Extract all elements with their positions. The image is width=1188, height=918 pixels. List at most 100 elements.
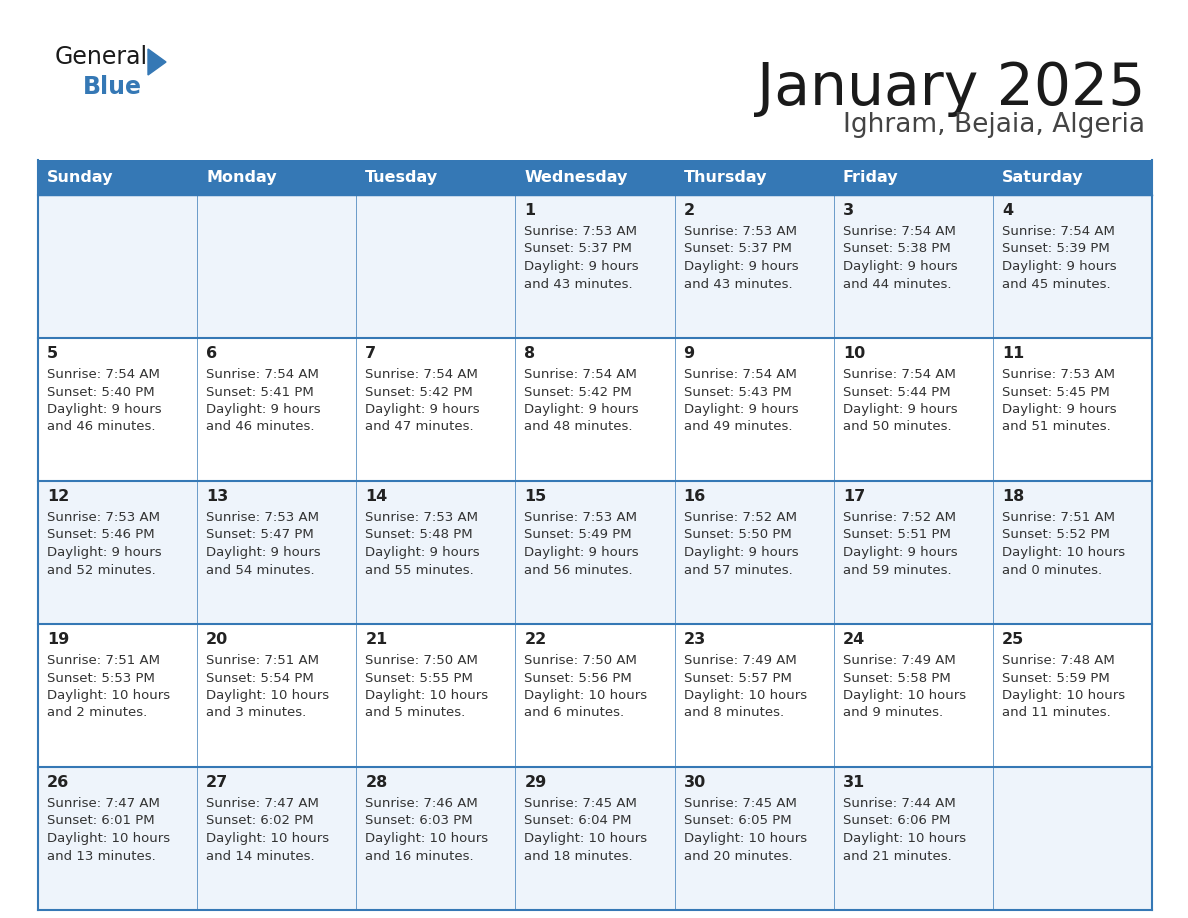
Text: 4: 4 xyxy=(1001,203,1013,218)
Text: 28: 28 xyxy=(365,775,387,790)
Text: Daylight: 10 hours: Daylight: 10 hours xyxy=(842,689,966,702)
Text: Sunset: 5:51 PM: Sunset: 5:51 PM xyxy=(842,529,950,542)
Text: Daylight: 10 hours: Daylight: 10 hours xyxy=(683,832,807,845)
Text: Sunrise: 7:46 AM: Sunrise: 7:46 AM xyxy=(365,797,478,810)
Text: Sunrise: 7:53 AM: Sunrise: 7:53 AM xyxy=(1001,368,1114,381)
Text: and 56 minutes.: and 56 minutes. xyxy=(524,564,633,577)
Text: Sunrise: 7:52 AM: Sunrise: 7:52 AM xyxy=(683,511,797,524)
Text: Sunrise: 7:54 AM: Sunrise: 7:54 AM xyxy=(48,368,160,381)
Text: Sunrise: 7:51 AM: Sunrise: 7:51 AM xyxy=(48,654,160,667)
Text: and 20 minutes.: and 20 minutes. xyxy=(683,849,792,863)
Text: Daylight: 9 hours: Daylight: 9 hours xyxy=(207,403,321,416)
Text: 15: 15 xyxy=(524,489,546,504)
Text: Wednesday: Wednesday xyxy=(524,170,627,185)
Text: Sunset: 5:57 PM: Sunset: 5:57 PM xyxy=(683,671,791,685)
Text: Daylight: 10 hours: Daylight: 10 hours xyxy=(842,832,966,845)
Text: 3: 3 xyxy=(842,203,854,218)
Text: and 45 minutes.: and 45 minutes. xyxy=(1001,277,1111,290)
Text: Friday: Friday xyxy=(842,170,898,185)
Text: and 11 minutes.: and 11 minutes. xyxy=(1001,707,1111,720)
Text: Sunset: 5:39 PM: Sunset: 5:39 PM xyxy=(1001,242,1110,255)
Text: Daylight: 9 hours: Daylight: 9 hours xyxy=(683,260,798,273)
Text: Sunset: 5:54 PM: Sunset: 5:54 PM xyxy=(207,671,314,685)
Text: and 48 minutes.: and 48 minutes. xyxy=(524,420,633,433)
Text: Sunset: 6:02 PM: Sunset: 6:02 PM xyxy=(207,814,314,827)
Text: Tuesday: Tuesday xyxy=(365,170,438,185)
Text: Sunrise: 7:44 AM: Sunrise: 7:44 AM xyxy=(842,797,955,810)
Bar xyxy=(38,338,1152,481)
Text: 27: 27 xyxy=(207,775,228,790)
Text: Sunset: 5:37 PM: Sunset: 5:37 PM xyxy=(524,242,632,255)
Text: Sunrise: 7:54 AM: Sunrise: 7:54 AM xyxy=(842,368,955,381)
Text: Thursday: Thursday xyxy=(683,170,767,185)
Text: 14: 14 xyxy=(365,489,387,504)
Text: Sunrise: 7:53 AM: Sunrise: 7:53 AM xyxy=(48,511,160,524)
Text: 9: 9 xyxy=(683,346,695,361)
Text: 30: 30 xyxy=(683,775,706,790)
Text: Sunset: 5:56 PM: Sunset: 5:56 PM xyxy=(524,671,632,685)
Text: Sunrise: 7:54 AM: Sunrise: 7:54 AM xyxy=(683,368,796,381)
Text: 6: 6 xyxy=(207,346,217,361)
Text: and 49 minutes.: and 49 minutes. xyxy=(683,420,792,433)
Text: Daylight: 9 hours: Daylight: 9 hours xyxy=(1001,403,1117,416)
Text: Sunrise: 7:51 AM: Sunrise: 7:51 AM xyxy=(1001,511,1114,524)
Text: and 51 minutes.: and 51 minutes. xyxy=(1001,420,1111,433)
Text: Daylight: 10 hours: Daylight: 10 hours xyxy=(683,689,807,702)
Text: Sunset: 5:49 PM: Sunset: 5:49 PM xyxy=(524,529,632,542)
Text: Daylight: 9 hours: Daylight: 9 hours xyxy=(524,260,639,273)
Text: Sunrise: 7:53 AM: Sunrise: 7:53 AM xyxy=(524,511,638,524)
Text: Sunset: 5:42 PM: Sunset: 5:42 PM xyxy=(365,386,473,398)
Text: and 47 minutes.: and 47 minutes. xyxy=(365,420,474,433)
Text: Sunrise: 7:53 AM: Sunrise: 7:53 AM xyxy=(524,225,638,238)
Text: Sunset: 5:47 PM: Sunset: 5:47 PM xyxy=(207,529,314,542)
Text: 25: 25 xyxy=(1001,632,1024,647)
Text: 20: 20 xyxy=(207,632,228,647)
Text: Daylight: 9 hours: Daylight: 9 hours xyxy=(207,546,321,559)
Text: Daylight: 9 hours: Daylight: 9 hours xyxy=(48,403,162,416)
Bar xyxy=(38,195,1152,338)
Text: Sunrise: 7:49 AM: Sunrise: 7:49 AM xyxy=(683,654,796,667)
Bar xyxy=(38,160,197,195)
Text: Sunday: Sunday xyxy=(48,170,114,185)
Text: and 3 minutes.: and 3 minutes. xyxy=(207,707,307,720)
Text: and 8 minutes.: and 8 minutes. xyxy=(683,707,784,720)
Text: and 44 minutes.: and 44 minutes. xyxy=(842,277,952,290)
Text: and 0 minutes.: and 0 minutes. xyxy=(1001,564,1102,577)
Text: Sunset: 5:50 PM: Sunset: 5:50 PM xyxy=(683,529,791,542)
Text: Daylight: 10 hours: Daylight: 10 hours xyxy=(365,832,488,845)
Text: Sunset: 6:06 PM: Sunset: 6:06 PM xyxy=(842,814,950,827)
Text: Sunset: 5:43 PM: Sunset: 5:43 PM xyxy=(683,386,791,398)
Text: and 5 minutes.: and 5 minutes. xyxy=(365,707,466,720)
Polygon shape xyxy=(148,49,166,75)
Text: Daylight: 9 hours: Daylight: 9 hours xyxy=(365,546,480,559)
Text: Sunset: 5:55 PM: Sunset: 5:55 PM xyxy=(365,671,473,685)
Text: Sunrise: 7:54 AM: Sunrise: 7:54 AM xyxy=(842,225,955,238)
Text: Sunset: 5:48 PM: Sunset: 5:48 PM xyxy=(365,529,473,542)
Text: Daylight: 9 hours: Daylight: 9 hours xyxy=(365,403,480,416)
Text: Sunrise: 7:53 AM: Sunrise: 7:53 AM xyxy=(683,225,797,238)
Text: 19: 19 xyxy=(48,632,69,647)
Text: and 21 minutes.: and 21 minutes. xyxy=(842,849,952,863)
Text: Sunrise: 7:53 AM: Sunrise: 7:53 AM xyxy=(365,511,479,524)
Text: Daylight: 9 hours: Daylight: 9 hours xyxy=(842,260,958,273)
Text: Daylight: 10 hours: Daylight: 10 hours xyxy=(524,832,647,845)
Text: Sunrise: 7:45 AM: Sunrise: 7:45 AM xyxy=(683,797,796,810)
Text: Sunrise: 7:50 AM: Sunrise: 7:50 AM xyxy=(524,654,637,667)
Text: and 9 minutes.: and 9 minutes. xyxy=(842,707,943,720)
Text: and 2 minutes.: and 2 minutes. xyxy=(48,707,147,720)
Text: Sunset: 5:52 PM: Sunset: 5:52 PM xyxy=(1001,529,1110,542)
Text: and 43 minutes.: and 43 minutes. xyxy=(683,277,792,290)
Text: Daylight: 10 hours: Daylight: 10 hours xyxy=(48,832,170,845)
Text: Sunrise: 7:49 AM: Sunrise: 7:49 AM xyxy=(842,654,955,667)
Text: 11: 11 xyxy=(1001,346,1024,361)
Text: and 16 minutes.: and 16 minutes. xyxy=(365,849,474,863)
Text: Sunrise: 7:54 AM: Sunrise: 7:54 AM xyxy=(207,368,320,381)
Bar xyxy=(834,160,993,195)
Text: Sunset: 5:59 PM: Sunset: 5:59 PM xyxy=(1001,671,1110,685)
Text: Daylight: 10 hours: Daylight: 10 hours xyxy=(365,689,488,702)
Text: Sunrise: 7:52 AM: Sunrise: 7:52 AM xyxy=(842,511,955,524)
Text: and 50 minutes.: and 50 minutes. xyxy=(842,420,952,433)
Text: Daylight: 10 hours: Daylight: 10 hours xyxy=(1001,689,1125,702)
Bar xyxy=(356,160,516,195)
Bar xyxy=(38,481,1152,624)
